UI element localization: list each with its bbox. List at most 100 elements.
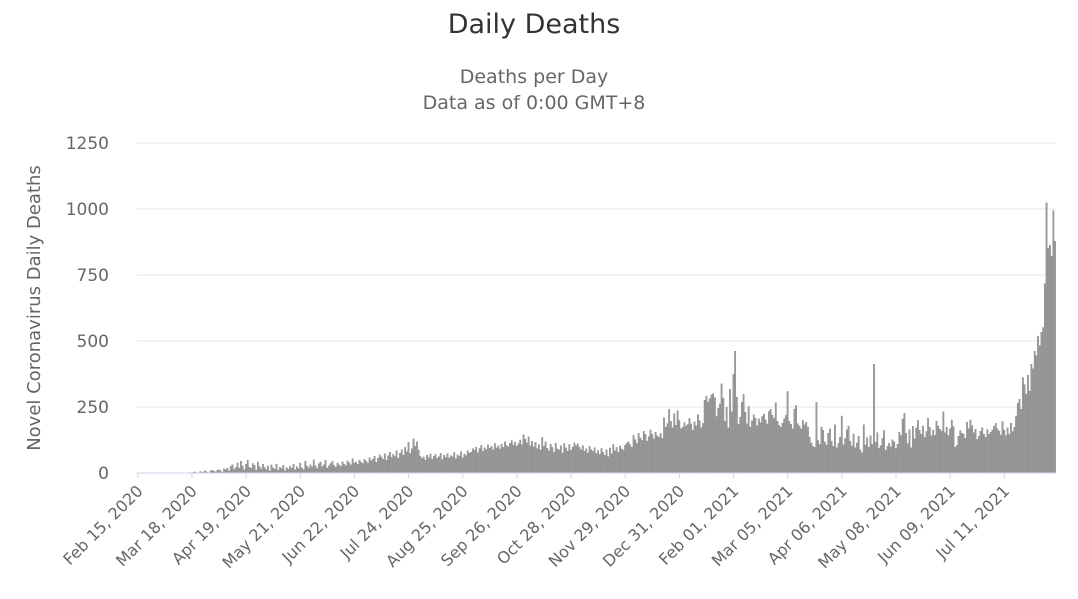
- bar: [433, 455, 435, 474]
- bar: [976, 439, 979, 474]
- bar: [449, 455, 452, 474]
- bar: [900, 435, 902, 474]
- bar: [791, 428, 794, 474]
- bar: [876, 432, 879, 474]
- bar: [578, 447, 581, 474]
- bar: [279, 467, 281, 474]
- bar: [624, 444, 627, 474]
- bar: [593, 447, 596, 474]
- bar: [260, 468, 263, 474]
- bar: [485, 449, 488, 474]
- bar: [394, 456, 396, 474]
- bar: [319, 461, 322, 474]
- bar: [796, 423, 799, 474]
- bar: [439, 453, 442, 474]
- bar: [226, 468, 229, 474]
- bar: [478, 448, 481, 474]
- bar: [301, 467, 303, 474]
- bar: [886, 446, 889, 474]
- bar: [495, 447, 498, 474]
- bar: [380, 456, 383, 474]
- bar: [688, 418, 691, 474]
- bar: [901, 418, 904, 474]
- bar: [771, 415, 774, 474]
- bar: [681, 427, 684, 474]
- bars: [189, 202, 1056, 474]
- bar: [536, 448, 539, 474]
- bar: [470, 451, 473, 474]
- bar: [869, 435, 872, 474]
- bar: [400, 449, 403, 474]
- bar: [956, 445, 958, 474]
- bar: [385, 460, 388, 474]
- bar: [649, 429, 652, 474]
- bar: [365, 460, 368, 474]
- bar: [619, 445, 621, 474]
- bar: [844, 438, 847, 474]
- bar: [620, 448, 623, 474]
- bar: [328, 465, 330, 474]
- bar: [407, 442, 410, 474]
- bar: [575, 445, 577, 474]
- bar: [776, 421, 779, 474]
- bar: [534, 442, 537, 474]
- bar: [602, 451, 605, 474]
- bar: [526, 442, 528, 474]
- bar: [424, 459, 427, 474]
- bar: [920, 434, 923, 474]
- bar: [939, 429, 941, 474]
- bar: [742, 394, 745, 474]
- bar: [426, 455, 429, 474]
- bar: [1037, 335, 1039, 474]
- bar: [387, 455, 390, 474]
- bar: [607, 456, 610, 474]
- bar: [317, 463, 320, 474]
- bar: [906, 443, 909, 474]
- bar: [671, 427, 674, 474]
- bar: [725, 407, 728, 474]
- bar: [350, 464, 352, 474]
- bar: [270, 464, 273, 474]
- bar: [246, 459, 249, 474]
- bar: [864, 444, 867, 474]
- bar: [866, 437, 869, 474]
- bar: [974, 429, 977, 474]
- bar: [556, 448, 559, 474]
- bar: [683, 422, 686, 474]
- bar: [563, 443, 566, 474]
- bar: [702, 423, 704, 474]
- bar: [493, 443, 496, 474]
- bar: [825, 444, 828, 474]
- bar: [223, 468, 225, 474]
- bar: [994, 423, 997, 474]
- bar: [233, 469, 236, 474]
- y-tick-label: 1250: [66, 134, 109, 154]
- bar: [488, 448, 491, 474]
- bar: [573, 442, 576, 474]
- bar: [532, 446, 535, 474]
- bar: [231, 464, 234, 474]
- bar: [367, 462, 369, 474]
- bar: [280, 468, 283, 474]
- bar: [639, 437, 642, 474]
- bar: [715, 416, 718, 474]
- bar: [818, 444, 821, 474]
- bar: [412, 438, 415, 474]
- bar: [700, 427, 703, 474]
- bar: [597, 450, 599, 474]
- bar: [417, 449, 420, 474]
- bar: [1032, 368, 1034, 474]
- bar: [517, 443, 520, 474]
- bar: [845, 429, 848, 474]
- bar: [541, 437, 544, 474]
- y-tick-label: 250: [77, 398, 109, 418]
- bar: [402, 454, 405, 474]
- bar: [779, 427, 782, 474]
- bar: [917, 420, 919, 474]
- bar: [1008, 434, 1011, 474]
- bar: [475, 446, 478, 474]
- bar: [986, 429, 989, 474]
- bar: [499, 448, 501, 474]
- bar: [487, 444, 489, 474]
- bar: [492, 449, 495, 474]
